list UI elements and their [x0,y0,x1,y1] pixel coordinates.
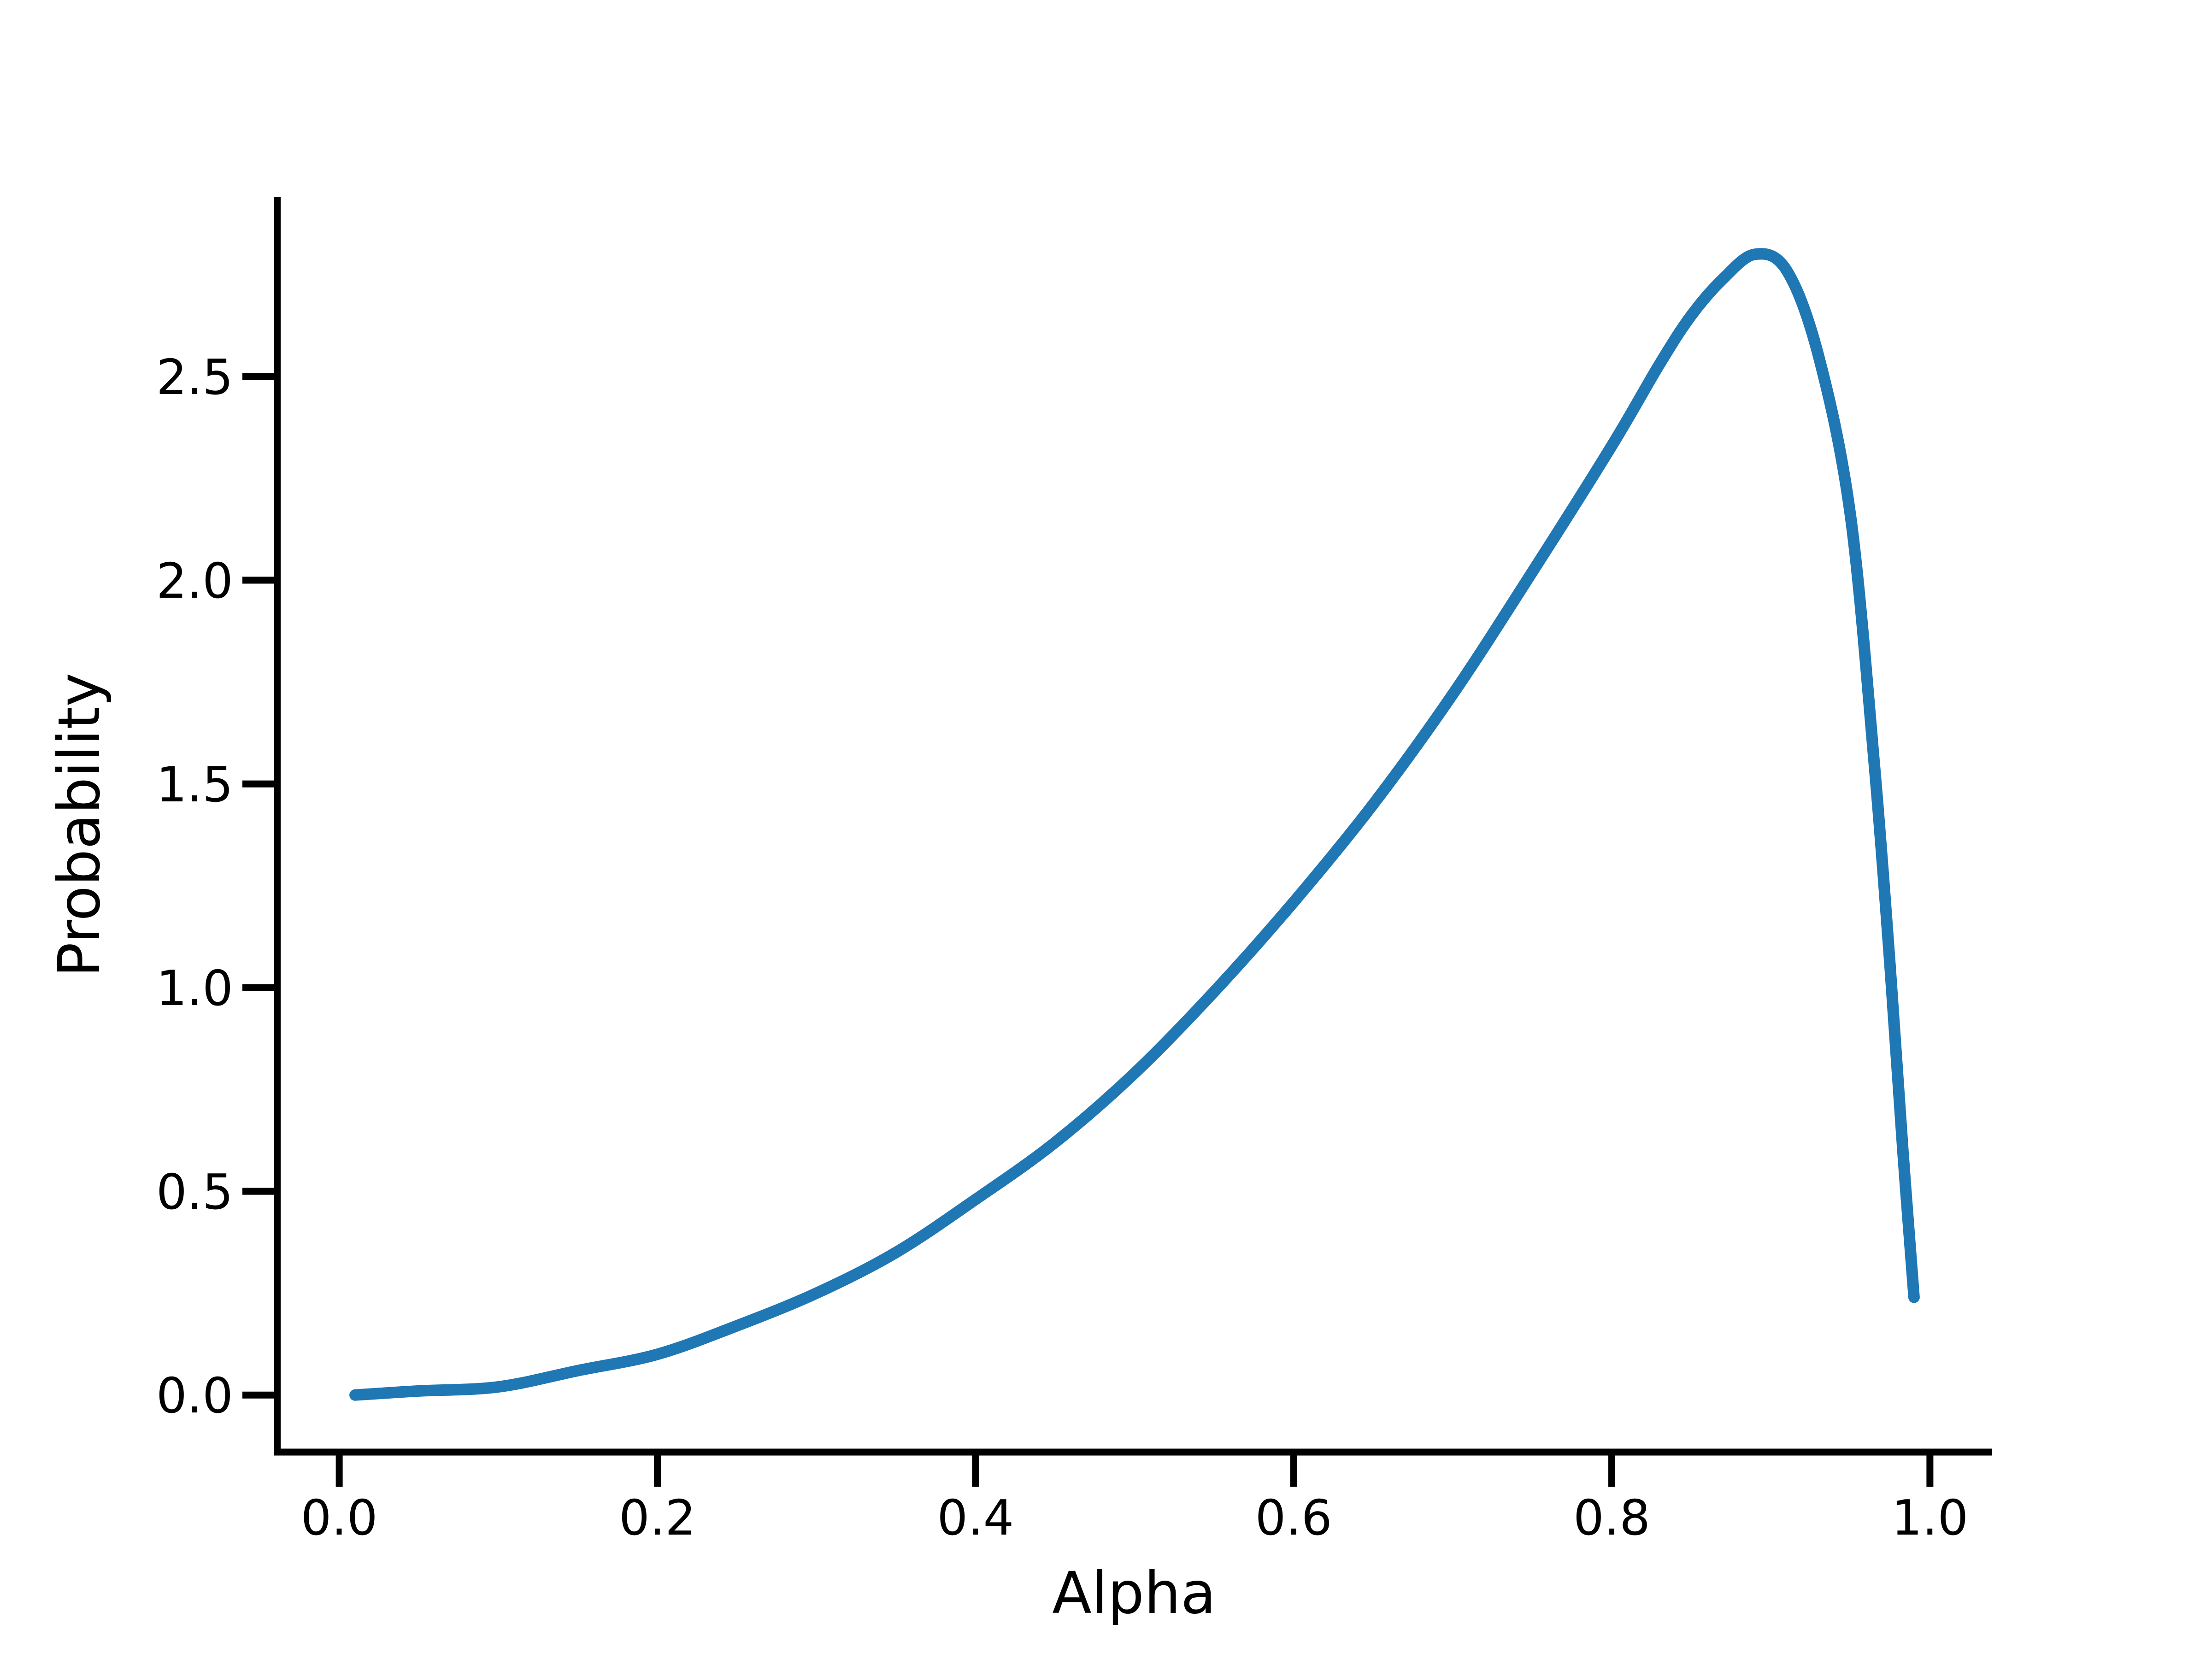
x-tick-label: 0.8 [1573,1490,1650,1546]
x-tick-label: 0.6 [1255,1490,1332,1546]
x-tick-label: 1.0 [1891,1490,1968,1546]
y-tick-label: 1.5 [156,757,233,813]
x-tick-label: 0.0 [301,1490,378,1546]
axes-layer: 0.0 0.5 1.0 1.5 2.0 2.5 0.0 0.2 0.4 0.6 0.8 1.0 [156,197,1992,1546]
x-tick-label: 0.4 [937,1490,1014,1546]
y-tick-label: 0.5 [156,1164,233,1220]
x-tick-label: 0.2 [619,1490,696,1546]
y-tick-label: 0.0 [156,1368,233,1424]
curve-layer [349,248,1920,1401]
y-tick-label: 1.0 [156,960,233,1017]
curve-line [349,248,1920,1401]
y-tick-label: 2.0 [156,553,233,609]
y-tick-label: 2.5 [156,349,233,406]
y-axis-title: Probability [46,673,113,977]
x-axis-title: Alpha [1052,1560,1216,1627]
